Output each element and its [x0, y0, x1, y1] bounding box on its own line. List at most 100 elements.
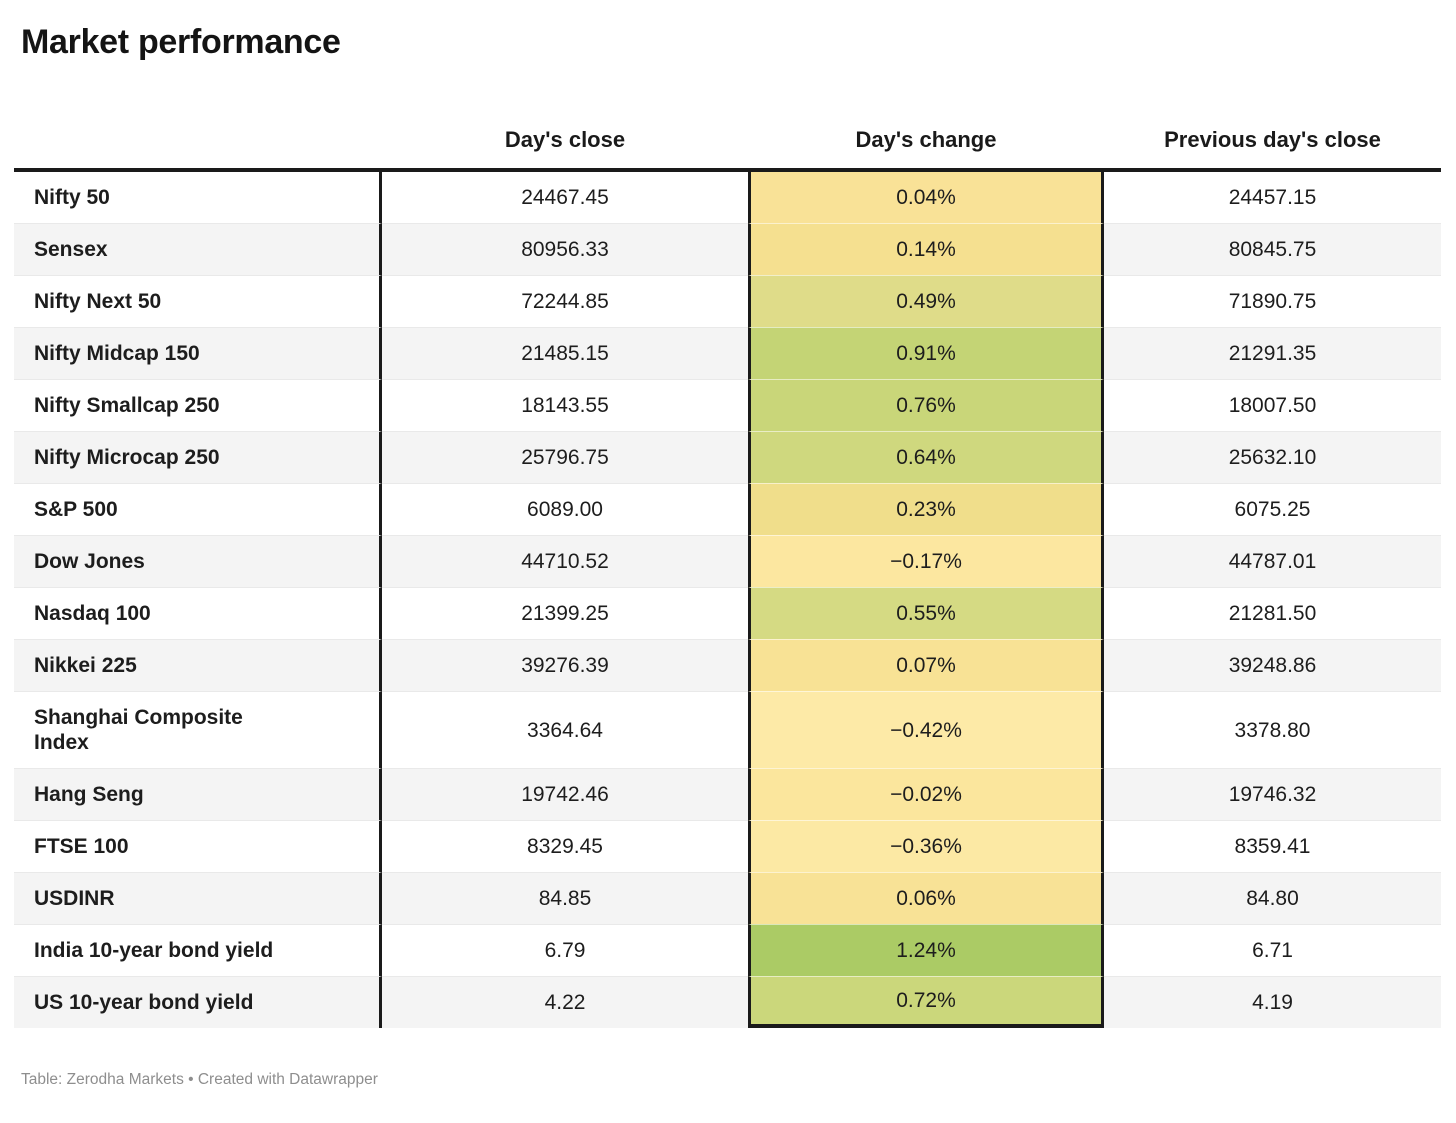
row-label-text: India 10-year bond yield: [34, 939, 274, 962]
table-row: Nasdaq 100 21399.25 0.55% 21281.50: [14, 587, 1441, 639]
row-label-text: Nifty Midcap 150: [34, 342, 200, 365]
table-row: Nifty Next 50 72244.85 0.49% 71890.75: [14, 275, 1441, 327]
days-close-value: 3364.64: [382, 691, 748, 768]
previous-days-close-value: 18007.50: [1104, 379, 1441, 431]
table-row: Nifty Microcap 250 25796.75 0.64% 25632.…: [14, 431, 1441, 483]
col-header-days-change: Day's change: [855, 127, 997, 152]
previous-days-close-value: 21281.50: [1104, 587, 1441, 639]
table-row: USDINR 84.85 0.06% 84.80: [14, 872, 1441, 924]
table-row: Sensex 80956.33 0.14% 80845.75: [14, 223, 1441, 275]
days-close-value: 6.79: [382, 924, 748, 976]
days-close-value: 25796.75: [382, 431, 748, 483]
row-label: Nifty 50: [14, 172, 382, 223]
row-label: Dow Jones: [14, 535, 382, 587]
previous-days-close-value: 24457.15: [1228, 186, 1317, 209]
row-label-text: Sensex: [34, 238, 108, 261]
row-label-text: FTSE 100: [34, 835, 129, 858]
previous-days-close-value: 4.19: [1104, 976, 1441, 1028]
days-change-value: 1.24%: [748, 924, 1104, 976]
previous-days-close-value: 6075.25: [1104, 483, 1441, 535]
days-close-value: 80956.33: [382, 223, 748, 275]
days-change-value: −0.42%: [748, 691, 1104, 768]
days-close-value: 8329.45: [382, 820, 748, 872]
days-close-value: 84.85: [382, 872, 748, 924]
days-close-value: 18143.55: [382, 379, 748, 431]
previous-days-close-value: 71890.75: [1104, 275, 1441, 327]
market-performance-page: Market performance Day's close Day's cha…: [0, 22, 1456, 1123]
row-label-text: Shanghai Composite Index: [34, 706, 243, 754]
days-close-value: 44710.52: [382, 535, 748, 587]
table-header-row: Day's close Day's change Previous day's …: [14, 112, 1441, 168]
row-label: Nasdaq 100: [14, 587, 382, 639]
row-label-text: S&P 500: [34, 498, 118, 521]
days-change-value: −0.36%: [748, 820, 1104, 872]
previous-days-close-value: 84.80: [1104, 872, 1441, 924]
row-label-text: Nifty Next 50: [34, 290, 162, 313]
previous-days-close-value: 6.71: [1104, 924, 1441, 976]
row-label: Shanghai Composite Index: [14, 691, 382, 768]
row-label: Sensex: [14, 223, 382, 275]
table-row: Nifty Smallcap 250 18143.55 0.76% 18007.…: [14, 379, 1441, 431]
previous-days-close-value: 80845.75: [1104, 223, 1441, 275]
row-label-text: Nikkei 225: [34, 654, 137, 677]
days-change-value: −0.02%: [748, 768, 1104, 820]
days-change-value: 0.76%: [748, 379, 1104, 431]
market-table: Day's close Day's change Previous day's …: [14, 112, 1441, 1028]
days-change-value: 0.14%: [748, 223, 1104, 275]
days-close-value: 21485.15: [382, 327, 748, 379]
row-label-text: US 10-year bond yield: [34, 991, 254, 1014]
days-change-value: 0.04%: [748, 172, 1104, 223]
table-row: US 10-year bond yield 4.22 0.72% 4.19: [14, 976, 1441, 1028]
table-footer: Table: Zerodha Markets • Created with Da…: [21, 1071, 378, 1088]
row-label: India 10-year bond yield: [14, 924, 382, 976]
previous-days-close-value: 19746.32: [1104, 768, 1441, 820]
row-label-text: Nifty Microcap 250: [34, 446, 220, 469]
days-close-value: 21399.25: [382, 587, 748, 639]
table-body: Nifty 50 24467.45 0.04% 24457.15 Sensex …: [14, 168, 1441, 1028]
days-change-value: 0.55%: [748, 587, 1104, 639]
row-label-text: Nasdaq 100: [34, 602, 151, 625]
row-label: Hang Seng: [14, 768, 382, 820]
row-label: Nifty Midcap 150: [14, 327, 382, 379]
previous-days-close-value: 39248.86: [1104, 639, 1441, 691]
table-row: Nifty 50 24467.45 0.04% 24457.15: [14, 172, 1441, 223]
row-label: US 10-year bond yield: [14, 976, 382, 1028]
row-label-text: USDINR: [34, 887, 115, 910]
previous-days-close-value: 25632.10: [1104, 431, 1441, 483]
days-change-value: −0.17%: [748, 535, 1104, 587]
previous-days-close-value: 44787.01: [1104, 535, 1441, 587]
row-label: Nifty Microcap 250: [14, 431, 382, 483]
days-change-value: 0.91%: [748, 327, 1104, 379]
days-change-value: 0.49%: [748, 275, 1104, 327]
days-change-value: 0.06%: [748, 872, 1104, 924]
col-header-previous-days-close: Previous day's close: [1164, 127, 1381, 152]
table-row: S&P 500 6089.00 0.23% 6075.25: [14, 483, 1441, 535]
previous-days-close-value: 21291.35: [1104, 327, 1441, 379]
days-close-value: 19742.46: [382, 768, 748, 820]
table-row: Shanghai Composite Index 3364.64 −0.42% …: [14, 691, 1441, 768]
days-close-value: 39276.39: [382, 639, 748, 691]
days-change-value: 0.72%: [748, 976, 1104, 1028]
row-label: USDINR: [14, 872, 382, 924]
days-close-value: 4.22: [382, 976, 748, 1028]
row-label: S&P 500: [14, 483, 382, 535]
row-label: Nikkei 225: [14, 639, 382, 691]
previous-days-close-value: 3378.80: [1104, 691, 1441, 768]
days-close-value: 6089.00: [382, 483, 748, 535]
row-label-text: Nifty 50: [34, 186, 110, 209]
table-row: Nikkei 225 39276.39 0.07% 39248.86: [14, 639, 1441, 691]
days-close-value: 72244.85: [382, 275, 748, 327]
days-close-value: 24467.45: [521, 186, 609, 209]
table-row: Dow Jones 44710.52 −0.17% 44787.01: [14, 535, 1441, 587]
table-row: India 10-year bond yield 6.79 1.24% 6.71: [14, 924, 1441, 976]
row-label: Nifty Smallcap 250: [14, 379, 382, 431]
row-label: Nifty Next 50: [14, 275, 382, 327]
table-row: Hang Seng 19742.46 −0.02% 19746.32: [14, 768, 1441, 820]
table-row: Nifty Midcap 150 21485.15 0.91% 21291.35: [14, 327, 1441, 379]
page-title: Market performance: [21, 23, 341, 61]
row-label-text: Dow Jones: [34, 550, 145, 573]
days-change-value: 0.07%: [748, 639, 1104, 691]
row-label-text: Hang Seng: [34, 783, 144, 806]
row-label: FTSE 100: [14, 820, 382, 872]
days-change-value: 0.64%: [748, 431, 1104, 483]
